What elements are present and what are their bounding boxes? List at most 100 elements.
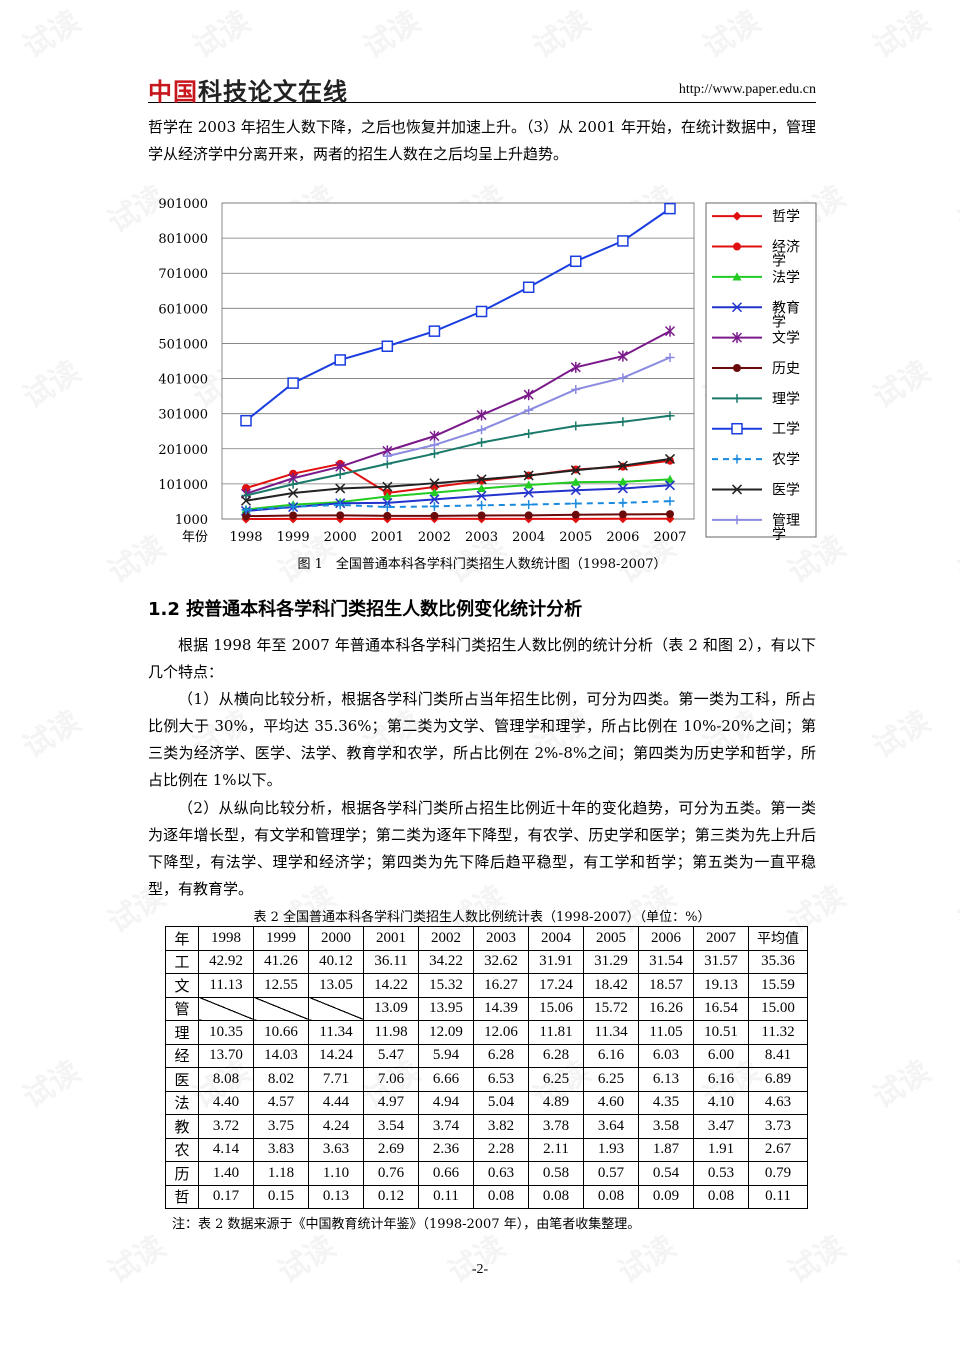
table-corner: 年 <box>165 926 199 951</box>
watermark-text: 试读 <box>952 179 960 241</box>
table-cell: 19.13 <box>693 973 749 998</box>
average-cell: 6.89 <box>748 1067 808 1092</box>
data-point <box>477 476 486 485</box>
legend-label: 教育 <box>772 300 800 316</box>
year-header: 2005 <box>583 926 639 951</box>
data-point <box>617 235 629 247</box>
row-label: 经 <box>165 1043 199 1068</box>
y-tick-label: 1000 <box>175 513 208 528</box>
table-cell: 3.75 <box>253 1114 309 1139</box>
figure-caption: 图 1 全国普通本科各学科门类招生人数统计图（1998-2007） <box>297 557 667 572</box>
data-point <box>336 511 345 520</box>
data-point <box>429 494 440 505</box>
data-point <box>524 511 533 520</box>
table-cell: 11.13 <box>198 973 254 998</box>
table-cell: 5.47 <box>363 1043 419 1068</box>
year-header: 2000 <box>308 926 364 951</box>
site-logo: 中国科技论文在线 <box>148 78 348 106</box>
watermark-text: 试读 <box>187 4 257 66</box>
watermark-text: 试读 <box>527 4 597 66</box>
table-cell: 11.05 <box>638 1020 694 1045</box>
row-label: 文 <box>165 973 199 998</box>
table-cell: 13.70 <box>198 1043 254 1068</box>
data-point <box>430 511 439 520</box>
watermark-text: 试读 <box>17 1054 87 1116</box>
y-tick-label: 201000 <box>158 443 208 458</box>
data-point <box>664 202 676 215</box>
table-cell: 0.76 <box>363 1161 419 1186</box>
table-cell: 3.83 <box>253 1137 309 1162</box>
legend-label: 医学 <box>772 482 800 498</box>
watermark-text: 试读 <box>442 1229 512 1291</box>
table-cell: 0.57 <box>583 1161 639 1186</box>
table-caption: 表 2 全国普通本科各学科门类招生人数比例统计表（1998-2007）（单位：%… <box>253 910 711 925</box>
table-cell: 2.36 <box>418 1137 474 1162</box>
legend-label: 学 <box>772 527 786 543</box>
x-tick-label: 2007 <box>653 530 686 545</box>
table-cell: 0.08 <box>528 1184 584 1209</box>
table-cell: 4.57 <box>253 1090 309 1115</box>
legend-marker <box>731 484 743 495</box>
table-cell: 0.12 <box>363 1184 419 1209</box>
table-cell: 5.94 <box>418 1043 474 1068</box>
data-point <box>666 510 674 519</box>
table-cell: 3.82 <box>473 1114 529 1139</box>
empty-cell <box>198 996 254 1021</box>
table-cell: 6.13 <box>638 1067 694 1092</box>
watermark-text: 试读 <box>952 879 960 941</box>
table-cell: 41.26 <box>253 949 309 974</box>
y-tick-label: 701000 <box>158 267 208 282</box>
row-label: 工 <box>165 949 199 974</box>
table-cell: 0.17 <box>198 1184 254 1209</box>
table-cell: 6.00 <box>693 1043 749 1068</box>
legend-marker <box>731 422 743 435</box>
average-cell: 35.36 <box>748 949 808 974</box>
data-point <box>429 478 440 489</box>
table-row: 教 3.72 3.75 4.24 3.54 3.74 3.82 3.78 3.64 3.58 3.4… <box>165 1114 808 1139</box>
series-line <box>245 478 671 511</box>
data-point <box>571 510 580 519</box>
watermark-text: 试读 <box>697 4 767 66</box>
table-cell: 6.25 <box>528 1067 584 1092</box>
watermark-text: 试读 <box>952 529 960 591</box>
table-cell: 0.66 <box>418 1161 474 1186</box>
average-cell: 3.73 <box>748 1114 808 1139</box>
table-cell: 1.40 <box>198 1161 254 1186</box>
average-header: 平均值 <box>748 926 808 951</box>
year-header: 2007 <box>693 926 749 951</box>
legend-box <box>705 202 817 538</box>
table-row: 经 13.70 14.03 14.24 5.47 5.94 6.28 6.28 6.16 6.03… <box>165 1043 808 1068</box>
legend-label: 经济 <box>772 240 800 256</box>
data-point <box>334 354 346 366</box>
table-cell: 11.34 <box>583 1020 639 1045</box>
x-tick-label: 2005 <box>559 530 592 545</box>
table-cell: 14.22 <box>363 973 419 998</box>
table-cell: 4.60 <box>583 1090 639 1115</box>
table-cell: 32.62 <box>473 949 529 974</box>
table-cell: 3.54 <box>363 1114 419 1139</box>
data-point <box>524 480 534 489</box>
table-cell: 0.11 <box>418 1184 474 1209</box>
table-cell: 7.06 <box>363 1067 419 1092</box>
table-row: 医 8.08 8.02 7.71 7.06 6.66 6.53 6.25 6.25 6.13 6.1… <box>165 1067 808 1092</box>
legend-marker <box>732 211 742 221</box>
table-header-row: 年 1998 1999 2000 2001 2002 2003 2004 200… <box>165 926 808 951</box>
table-cell: 6.28 <box>473 1043 529 1068</box>
table-cell: 0.08 <box>583 1184 639 1209</box>
table-cell: 1.93 <box>583 1137 639 1162</box>
legend-label: 学 <box>772 254 786 270</box>
table-cell: 0.08 <box>473 1184 529 1209</box>
x-tick-label: 2004 <box>512 530 545 545</box>
watermark-text: 试读 <box>17 4 87 66</box>
watermark-text: 试读 <box>867 354 937 416</box>
row-label: 理 <box>165 1020 199 1045</box>
table-row: 法 4.40 4.57 4.44 4.97 4.94 5.04 4.89 4.60 4.35 4.1… <box>165 1090 808 1115</box>
data-point <box>570 255 582 268</box>
table-cell: 4.44 <box>308 1090 364 1115</box>
table-cell: 11.81 <box>528 1020 584 1045</box>
table-cell: 3.74 <box>418 1114 474 1139</box>
legend-label: 法学 <box>772 270 800 286</box>
table-cell: 16.26 <box>638 996 694 1021</box>
legend-label: 历史 <box>772 361 800 377</box>
table-cell: 6.25 <box>583 1067 639 1092</box>
